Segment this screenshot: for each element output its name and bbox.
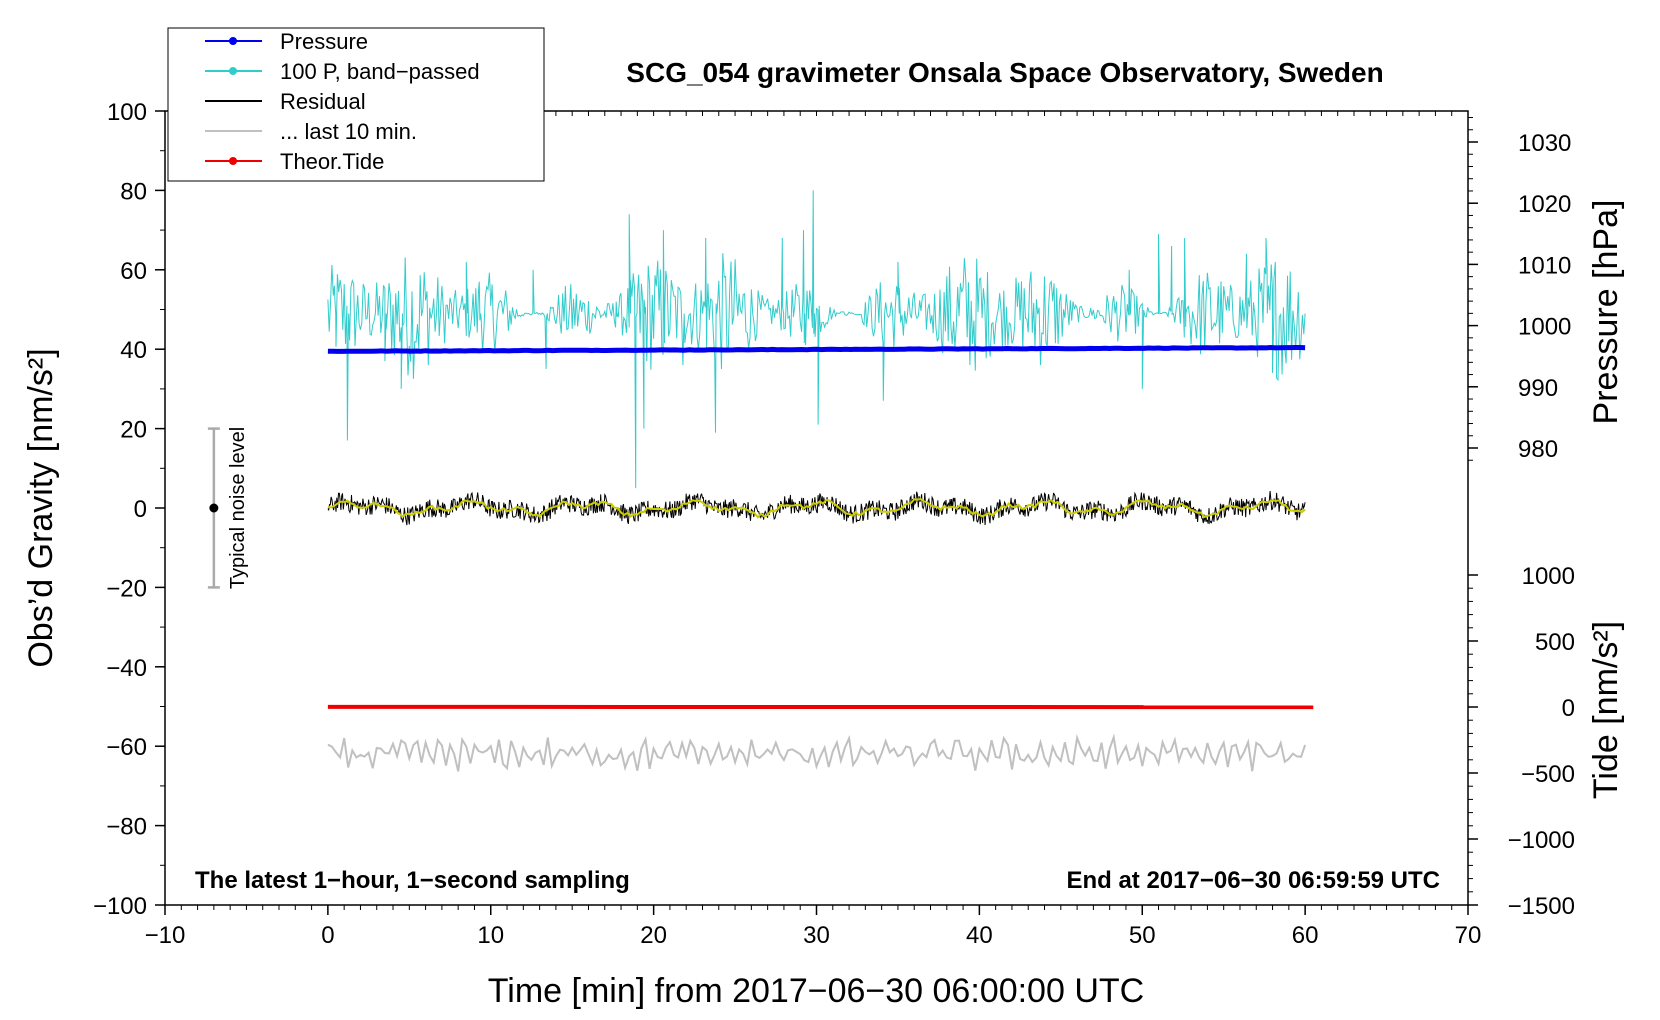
series-last-10-min (327, 733, 1307, 772)
y-tick-label: −60 (106, 734, 147, 761)
tide-tick-label: 1000 (1522, 563, 1575, 590)
y-tick-label: 20 (120, 417, 147, 444)
legend-label: 100 P, band−passed (280, 59, 480, 84)
y-tick-label: 100 (107, 99, 147, 126)
noise-bar-center (209, 503, 219, 513)
y-tick-label: −20 (106, 575, 147, 602)
gravity-axis-title: Obs’d Gravity [nm/s²] (22, 348, 60, 667)
x-tick-label: −10 (145, 922, 186, 949)
legend-marker (229, 37, 237, 45)
typical-noise-level-bar (207, 427, 220, 589)
x-tick-label: 70 (1455, 922, 1482, 949)
y-tick-label: −40 (106, 655, 147, 682)
tide-tick-label: 500 (1535, 629, 1575, 656)
pressure-tick-label: 1000 (1518, 314, 1571, 341)
noise-level-label: Typical noise level (227, 427, 249, 589)
legend-marker (229, 67, 237, 75)
legend-label: Theor.Tide (280, 149, 384, 174)
chart-title: SCG_054 gravimeter Onsala Space Observat… (626, 57, 1383, 88)
x-tick-label: 0 (321, 922, 334, 949)
sampling-note: The latest 1−hour, 1−second sampling (195, 867, 630, 894)
legend-box (167, 27, 545, 182)
pressure-tick-label: 1020 (1518, 191, 1571, 218)
tide-axis-title: Tide [nm/s²] (1587, 621, 1625, 799)
legend-label: Pressure (280, 29, 368, 54)
tide-tick-label: −1500 (1508, 893, 1575, 920)
y-tick-label: −80 (106, 814, 147, 841)
pressure-axis-title: Pressure [hPa] (1587, 200, 1625, 425)
tide-tick-label: −500 (1521, 761, 1575, 788)
legend-label: Residual (280, 89, 366, 114)
y-tick-label: −100 (93, 893, 147, 920)
pressure-tick-label: 990 (1518, 375, 1558, 402)
x-tick-label: 40 (966, 922, 993, 949)
x-tick-label: 20 (640, 922, 667, 949)
tide-tick-label: −1000 (1508, 827, 1575, 854)
y-tick-label: 0 (134, 496, 147, 523)
pressure-tick-label: 1010 (1518, 252, 1571, 279)
legend-label: ... last 10 min. (280, 119, 417, 144)
pressure-tick-label: 1030 (1518, 130, 1571, 157)
series-pressure (327, 344, 1306, 354)
tide-tick-label: 0 (1562, 695, 1575, 722)
axes-layer: −10 0 10 20 30 40 50 60 70−100−80−60−40−20020406… (93, 99, 1575, 949)
x-tick-label: 30 (803, 922, 830, 949)
legend-marker (229, 157, 237, 165)
legend: Pressure 100 P, band−passed Residual ... la… (167, 27, 545, 182)
y-tick-label: 60 (120, 258, 147, 285)
x-tick-label: 50 (1129, 922, 1156, 949)
x-axis-title: Time [min] from 2017−06−30 06:00:00 UTC (488, 972, 1144, 1010)
x-tick-label: 10 (477, 922, 504, 949)
y-tick-label: 80 (120, 178, 147, 205)
series-smoothed-residual (327, 498, 1306, 519)
end-time-note: End at 2017−06−30 06:59:59 UTC (1066, 867, 1440, 894)
y-tick-label: 40 (120, 337, 147, 364)
series-band-passed-pressure (327, 190, 1306, 489)
x-tick-label: 60 (1292, 922, 1319, 949)
series-layer (327, 190, 1314, 772)
pressure-tick-label: 980 (1518, 436, 1558, 463)
